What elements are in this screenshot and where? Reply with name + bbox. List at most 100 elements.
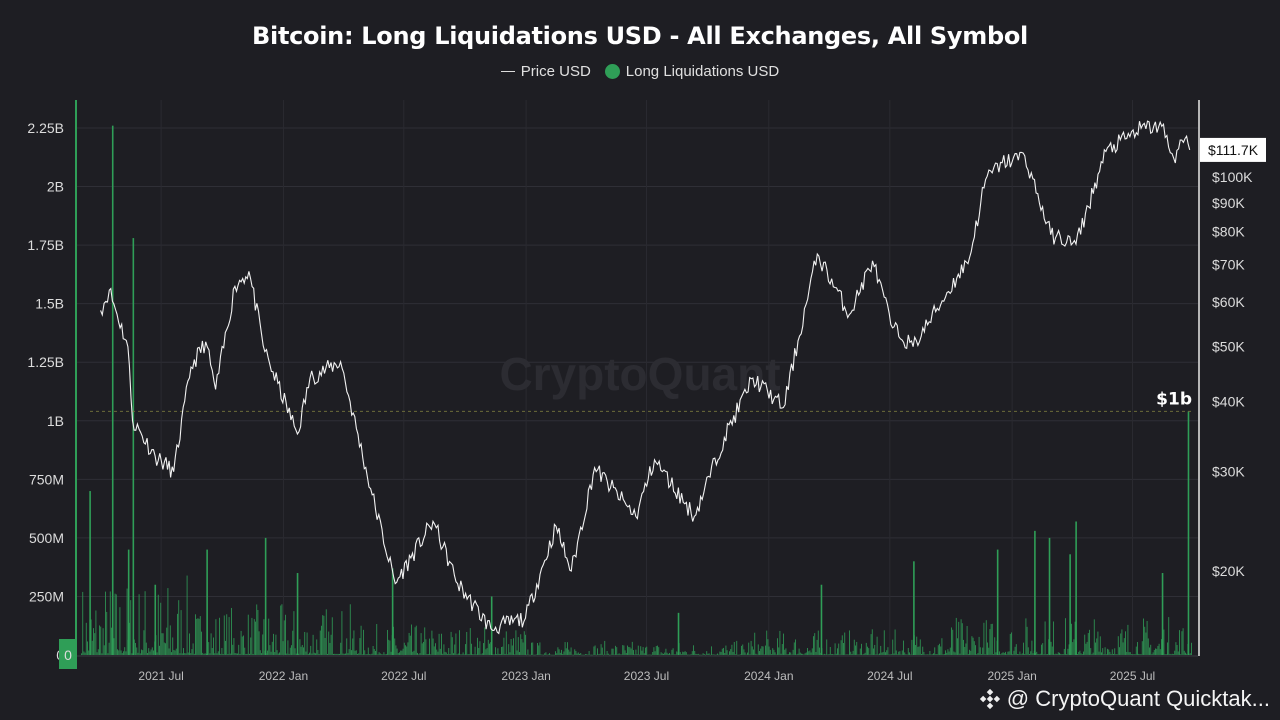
liquidation-bar bbox=[534, 654, 536, 656]
liquidation-bar bbox=[587, 654, 589, 656]
liquidation-bar bbox=[533, 654, 535, 656]
liquidation-bar bbox=[779, 630, 781, 655]
liquidation-bar bbox=[253, 619, 255, 655]
liquidation-bar bbox=[898, 651, 900, 655]
liquidation-bar bbox=[525, 634, 526, 655]
liquidation-bar bbox=[751, 646, 753, 655]
y-tick-label: 1.25B bbox=[27, 354, 64, 370]
y-tick-label: 2B bbox=[47, 179, 64, 195]
liquidation-bar bbox=[802, 653, 804, 655]
liquidation-bar bbox=[593, 646, 595, 655]
liquidation-bar bbox=[397, 653, 399, 655]
liquidation-bar bbox=[804, 653, 806, 655]
liquidation-bar bbox=[720, 651, 722, 655]
liquidation-bar bbox=[295, 653, 297, 655]
liquidation-bar bbox=[1108, 649, 1110, 655]
liquidation-bar bbox=[975, 645, 976, 655]
liquidation-bar bbox=[144, 591, 146, 655]
liquidation-bar bbox=[511, 645, 513, 655]
liquidation-bar bbox=[541, 654, 543, 656]
liquidation-bar bbox=[1161, 639, 1162, 655]
liquidation-bar bbox=[520, 634, 522, 655]
liquidation-bar bbox=[263, 619, 265, 655]
liquidation-bar bbox=[581, 654, 583, 656]
liquidation-bar bbox=[877, 654, 879, 655]
liquidation-bar bbox=[1145, 632, 1147, 655]
liquidation-bar bbox=[175, 648, 177, 655]
liquidation-bar bbox=[133, 639, 135, 655]
liquidation-bar bbox=[439, 648, 441, 655]
liquidation-bar bbox=[240, 630, 242, 655]
liquidation-bar bbox=[1031, 640, 1033, 655]
liquidation-bar bbox=[1027, 647, 1029, 655]
liquidation-bar bbox=[477, 637, 478, 655]
liquidation-bar bbox=[900, 654, 902, 655]
liquidation-bar bbox=[796, 654, 798, 655]
liquidation-bar bbox=[1059, 652, 1060, 655]
liquidation-bar bbox=[483, 643, 484, 655]
liquidation-bar bbox=[535, 654, 537, 655]
liquidation-bar bbox=[814, 633, 816, 655]
liquidation-bar bbox=[124, 647, 126, 655]
liquidation-bar bbox=[915, 645, 916, 655]
liquidation-bar bbox=[803, 654, 805, 655]
dot-swatch-icon bbox=[604, 64, 620, 79]
liquidation-bar bbox=[481, 653, 483, 655]
liquidation-bar bbox=[657, 645, 658, 655]
liquidation-bar bbox=[216, 653, 218, 655]
liquidation-bar bbox=[451, 637, 453, 655]
liquidation-bar bbox=[969, 649, 970, 655]
liquidation-bar bbox=[192, 643, 194, 655]
liquidation-bar bbox=[1173, 654, 1174, 655]
liquidation-bar bbox=[273, 633, 274, 655]
annotation-1b: $1b bbox=[1156, 389, 1192, 409]
liquidation-bar bbox=[202, 652, 204, 655]
liquidation-bar bbox=[652, 651, 654, 655]
liquidation-bar bbox=[708, 653, 710, 655]
liquidation-bar bbox=[1141, 641, 1143, 655]
liquidation-bar bbox=[196, 618, 198, 655]
liquidation-bar bbox=[1083, 651, 1084, 655]
liquidation-bar bbox=[1123, 638, 1125, 655]
liquidation-bar bbox=[582, 654, 584, 656]
liquidation-bar bbox=[505, 631, 507, 655]
liquidation-bar bbox=[945, 650, 946, 655]
liquidation-bar bbox=[611, 648, 613, 655]
liquidation-bar bbox=[221, 648, 223, 655]
liquidation-bar bbox=[330, 634, 332, 655]
liquidation-bar bbox=[727, 654, 729, 656]
liquidation-bar bbox=[863, 653, 865, 655]
liquidation-bar bbox=[136, 647, 138, 655]
liquidation-bar bbox=[700, 654, 702, 656]
liquidation-bar bbox=[1044, 621, 1046, 655]
liquidation-bar bbox=[952, 629, 954, 655]
liquidation-bar bbox=[1019, 651, 1021, 655]
liquidation-bar bbox=[181, 653, 183, 655]
liquidation-bar bbox=[891, 654, 892, 655]
liquidation-bar bbox=[984, 654, 986, 655]
legend-item-price[interactable]: Price USD bbox=[500, 63, 591, 80]
liquidation-bar bbox=[310, 645, 312, 655]
liquidation-bar bbox=[259, 650, 261, 655]
liquidation-bar bbox=[143, 630, 145, 655]
liquidation-bar bbox=[643, 653, 645, 655]
liquidation-bar bbox=[313, 652, 315, 655]
liquidation-bar bbox=[209, 653, 211, 655]
legend-item-liquidations[interactable]: Long Liquidations USD bbox=[604, 63, 779, 80]
liquidation-bar bbox=[456, 654, 458, 655]
liquidation-bar bbox=[1021, 653, 1023, 655]
liquidation-bar bbox=[681, 654, 682, 655]
liquidation-bar bbox=[685, 652, 687, 655]
liquidation-bar bbox=[275, 634, 277, 655]
x-tick-label: 2022 Jul bbox=[381, 669, 426, 683]
liquidation-bar bbox=[669, 652, 670, 655]
liquidation-bar bbox=[461, 654, 463, 655]
liquidation-bar bbox=[307, 653, 309, 655]
liquidation-bar bbox=[111, 627, 112, 655]
legend: Price USD Long Liquidations USD bbox=[0, 63, 1280, 80]
liquidation-bar bbox=[292, 630, 294, 655]
liquidation-bar bbox=[1135, 646, 1137, 655]
liquidation-bar bbox=[857, 654, 859, 655]
liquidation-bar bbox=[1093, 619, 1095, 655]
liquidation-bar bbox=[166, 627, 168, 655]
